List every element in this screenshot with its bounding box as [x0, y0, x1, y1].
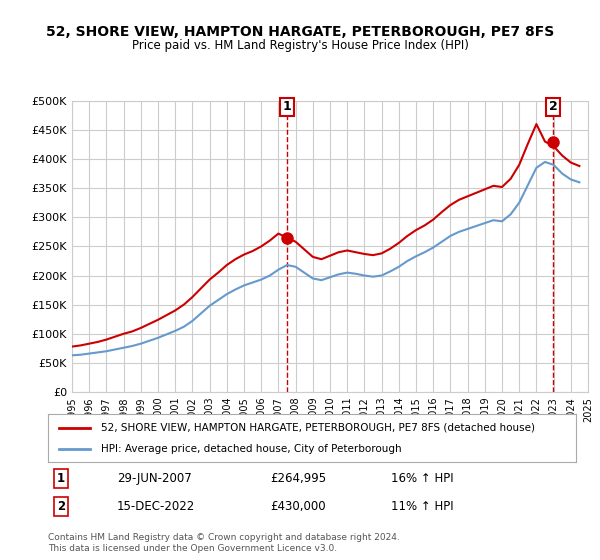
Text: 1: 1: [57, 472, 65, 486]
Text: 2: 2: [57, 500, 65, 514]
Text: 29-JUN-2007: 29-JUN-2007: [116, 472, 191, 486]
Text: 16% ↑ HPI: 16% ↑ HPI: [391, 472, 454, 486]
Text: 1: 1: [283, 100, 292, 113]
Text: Price paid vs. HM Land Registry's House Price Index (HPI): Price paid vs. HM Land Registry's House …: [131, 39, 469, 52]
Text: £430,000: £430,000: [270, 500, 325, 514]
Text: 52, SHORE VIEW, HAMPTON HARGATE, PETERBOROUGH, PE7 8FS (detached house): 52, SHORE VIEW, HAMPTON HARGATE, PETERBO…: [101, 423, 535, 433]
Text: 2: 2: [548, 100, 557, 113]
Text: 11% ↑ HPI: 11% ↑ HPI: [391, 500, 454, 514]
Text: £264,995: £264,995: [270, 472, 326, 486]
Text: 52, SHORE VIEW, HAMPTON HARGATE, PETERBOROUGH, PE7 8FS: 52, SHORE VIEW, HAMPTON HARGATE, PETERBO…: [46, 25, 554, 39]
Text: 15-DEC-2022: 15-DEC-2022: [116, 500, 195, 514]
Text: HPI: Average price, detached house, City of Peterborough: HPI: Average price, detached house, City…: [101, 444, 401, 454]
Text: Contains HM Land Registry data © Crown copyright and database right 2024.
This d: Contains HM Land Registry data © Crown c…: [48, 533, 400, 553]
